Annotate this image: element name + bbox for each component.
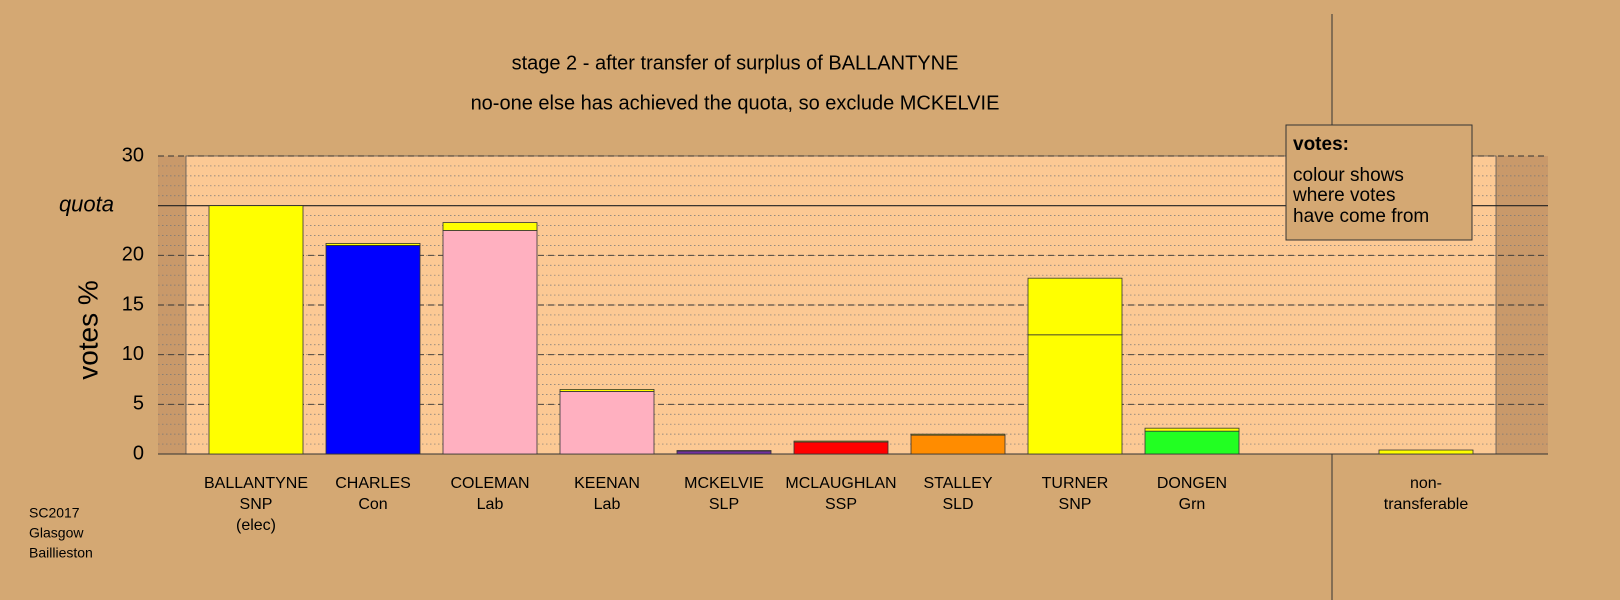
bar-segment [1144, 430, 1240, 455]
x-tick-label: transferable [1384, 496, 1469, 513]
bar-segment [1378, 449, 1474, 455]
bar-segment [442, 230, 538, 455]
bar-segment [1144, 427, 1240, 432]
legend: votes: colour shows where votes have com… [1285, 124, 1473, 241]
y-tick-label: 15 [122, 293, 144, 315]
y-tick-label: 0 [133, 442, 144, 464]
bar-segment [559, 391, 655, 455]
y-tick-label: 10 [122, 343, 144, 365]
x-tick-label: non- [1410, 475, 1442, 492]
bar-segment [208, 205, 304, 455]
x-tick-label: Lab [477, 496, 504, 513]
x-tick-label: Con [358, 496, 387, 513]
x-tick-label: Lab [594, 496, 621, 513]
bar-segment [442, 222, 538, 231]
y-tick-label: 5 [133, 393, 144, 415]
x-tick-label: DONGEN [1157, 475, 1227, 492]
bar-segment [325, 243, 421, 246]
bar-segment [676, 450, 772, 455]
x-tick-label: COLEMAN [450, 475, 529, 492]
footnote: Glasgow [29, 525, 84, 541]
x-tick-label: SSP [825, 496, 857, 513]
bar-segment [910, 433, 1006, 436]
bar-segment [1027, 334, 1123, 455]
bar-segment [793, 441, 889, 455]
chart-subtitle: no-one else has achieved the quota, so e… [471, 92, 1000, 114]
chart-title: stage 2 - after transfer of surplus of B… [512, 52, 959, 74]
bar-segment [793, 440, 889, 443]
bar-segment [1027, 277, 1123, 336]
x-tick-label: MCLAUGHLAN [785, 475, 896, 492]
x-tick-label: KEENAN [574, 475, 640, 492]
x-tick-label: TURNER [1042, 475, 1109, 492]
bar-segment [910, 434, 1006, 455]
x-tick-label: (elec) [236, 517, 276, 534]
y-axis-label: votes % [72, 280, 103, 380]
x-tick-label: BALLANTYNE [204, 475, 308, 492]
x-tick-label: SLD [942, 496, 973, 513]
legend-text: where votes [1292, 185, 1395, 206]
y-tick-label: 30 [122, 144, 144, 166]
legend-text: have come from [1293, 206, 1429, 227]
y-tick-label: 20 [122, 244, 144, 266]
x-tick-label: STALLEY [923, 475, 992, 492]
legend-box [1285, 124, 1473, 241]
quota-label: quota [59, 191, 114, 216]
x-tick-label: Grn [1179, 496, 1206, 513]
x-tick-label: CHARLES [335, 475, 411, 492]
legend-text: colour shows [1293, 165, 1404, 186]
footnote: Baillieston [29, 545, 93, 561]
legend-title: votes: [1293, 134, 1349, 155]
bar-segment [325, 244, 421, 455]
footnote: SC2017 [29, 505, 80, 521]
x-tick-label: SNP [240, 496, 273, 513]
x-tick-label: SLP [709, 496, 739, 513]
bar-segment [559, 389, 655, 392]
x-tick-label: SNP [1059, 496, 1092, 513]
x-tick-label: MCKELVIE [684, 475, 764, 492]
